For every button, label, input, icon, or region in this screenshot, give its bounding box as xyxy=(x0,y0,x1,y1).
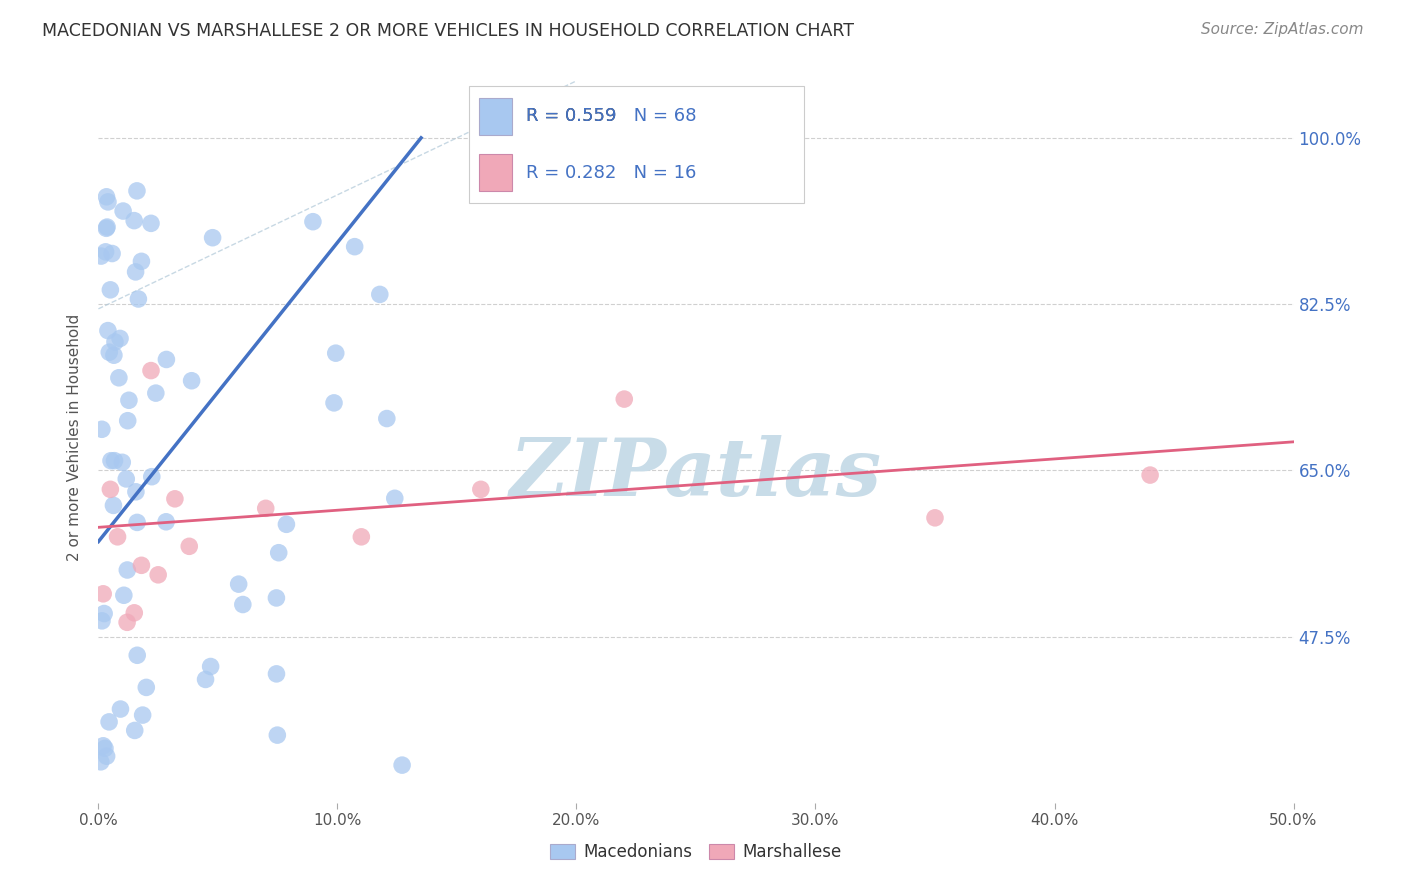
Point xyxy=(180,374,202,388)
Point xyxy=(276,517,298,532)
Point xyxy=(98,714,121,729)
Point xyxy=(96,221,118,235)
Point xyxy=(139,363,162,377)
Point xyxy=(96,220,118,235)
Point xyxy=(90,755,112,769)
Point xyxy=(93,607,115,621)
Point xyxy=(343,240,366,254)
Point xyxy=(112,204,135,219)
Point xyxy=(200,659,222,673)
Point xyxy=(103,453,125,467)
Point xyxy=(111,455,134,469)
Point xyxy=(90,249,112,263)
Point xyxy=(117,563,139,577)
Point xyxy=(101,246,124,260)
Point xyxy=(125,184,148,198)
Point xyxy=(470,483,492,497)
Point xyxy=(350,530,373,544)
Point xyxy=(163,491,186,506)
Point xyxy=(135,681,157,695)
Point xyxy=(91,587,114,601)
Y-axis label: 2 or more Vehicles in Household: 2 or more Vehicles in Household xyxy=(67,313,83,561)
Point xyxy=(94,741,117,756)
Point xyxy=(98,345,121,359)
Point xyxy=(90,422,112,436)
Point xyxy=(104,334,127,349)
Point xyxy=(325,346,347,360)
Point xyxy=(131,558,153,573)
Point xyxy=(124,606,146,620)
Point xyxy=(302,215,325,229)
Point xyxy=(115,615,138,630)
Point xyxy=(201,230,224,244)
Point xyxy=(127,648,149,663)
Point xyxy=(108,331,131,345)
Point xyxy=(148,567,170,582)
Point xyxy=(97,194,120,209)
Point xyxy=(131,254,153,268)
Point xyxy=(124,265,146,279)
Point xyxy=(96,749,118,764)
Point xyxy=(155,515,177,529)
Point xyxy=(266,728,288,742)
Legend: Macedonians, Marshallese: Macedonians, Marshallese xyxy=(544,837,848,868)
Point xyxy=(232,598,254,612)
Point xyxy=(117,414,139,428)
Point xyxy=(375,411,398,425)
Point xyxy=(127,516,149,530)
Point xyxy=(266,591,288,605)
Point xyxy=(323,396,346,410)
Text: ZIPatlas: ZIPatlas xyxy=(510,435,882,512)
Point xyxy=(228,577,250,591)
Point xyxy=(103,348,125,362)
Point xyxy=(118,393,141,408)
Point xyxy=(94,244,117,259)
Point xyxy=(108,371,131,385)
Point xyxy=(384,491,406,506)
Point xyxy=(110,702,132,716)
Point xyxy=(91,614,114,628)
Point xyxy=(368,287,391,301)
Point xyxy=(924,511,946,525)
Point xyxy=(127,292,149,306)
Point xyxy=(267,546,290,560)
Point xyxy=(122,213,145,227)
Point xyxy=(145,386,167,401)
Point xyxy=(103,499,125,513)
Point xyxy=(97,324,120,338)
Point xyxy=(194,673,217,687)
Point xyxy=(124,723,146,738)
Point xyxy=(254,501,277,516)
Point xyxy=(1139,468,1161,483)
Point xyxy=(141,469,163,483)
Point xyxy=(98,483,122,497)
Point xyxy=(107,530,129,544)
Point xyxy=(96,190,118,204)
Point xyxy=(613,392,636,406)
Point xyxy=(125,484,148,499)
Point xyxy=(112,588,135,602)
Point xyxy=(115,472,138,486)
Point xyxy=(179,539,201,553)
Point xyxy=(98,283,122,297)
Point xyxy=(391,758,413,772)
Point xyxy=(155,352,177,367)
Text: Source: ZipAtlas.com: Source: ZipAtlas.com xyxy=(1201,22,1364,37)
Point xyxy=(100,453,122,467)
Point xyxy=(91,739,114,753)
Point xyxy=(131,708,153,723)
Text: MACEDONIAN VS MARSHALLESE 2 OR MORE VEHICLES IN HOUSEHOLD CORRELATION CHART: MACEDONIAN VS MARSHALLESE 2 OR MORE VEHI… xyxy=(42,22,855,40)
Point xyxy=(266,666,288,681)
Point xyxy=(139,216,162,230)
